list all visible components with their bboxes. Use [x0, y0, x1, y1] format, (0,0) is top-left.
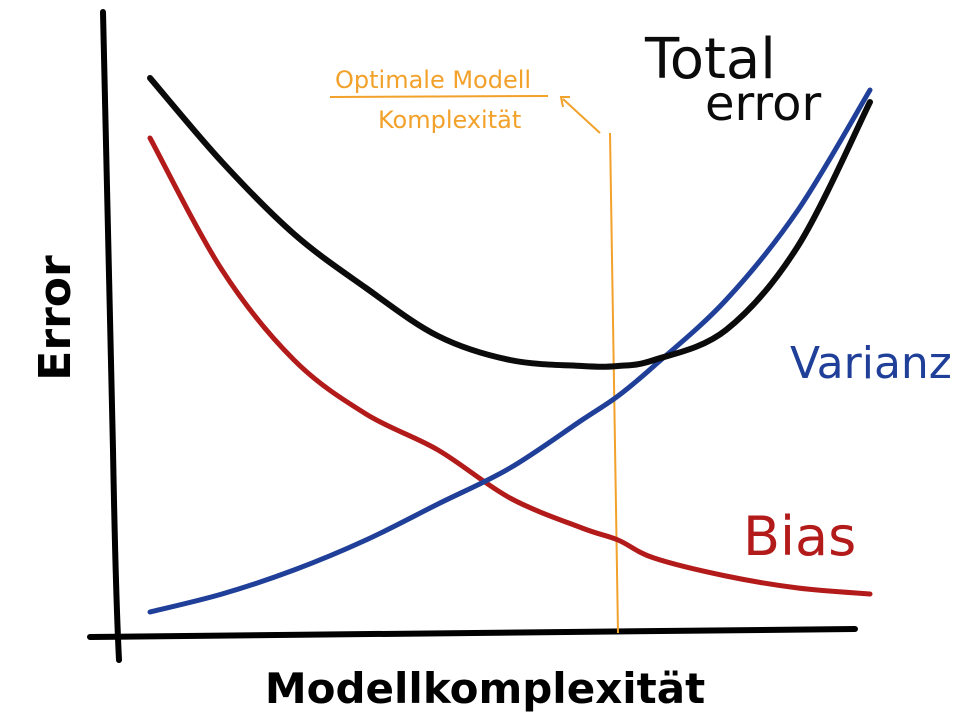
total-error-curve — [147, 75, 873, 370]
total-error-label-line1: Total — [644, 27, 776, 92]
varianz-curve — [147, 87, 873, 615]
varianz-label: Varianz — [790, 338, 952, 389]
y-axis-line — [100, 9, 122, 663]
bias-label: Bias — [743, 505, 856, 568]
x-axis-title: Modellkomplexität — [265, 664, 705, 713]
series-lines — [147, 75, 873, 615]
x-axis-line — [87, 626, 858, 640]
optimal-label-line1: Optimale Modell — [335, 66, 531, 94]
optimal-complexity-line — [609, 132, 619, 634]
axes — [87, 9, 858, 663]
total-error-label-line2: error — [705, 76, 821, 132]
optimal-marker: Optimale Modell Komplexität — [329, 66, 619, 634]
y-axis-title: Error — [30, 255, 81, 381]
optimal-underline — [329, 95, 549, 98]
optimal-pointer-arrowhead — [559, 96, 570, 108]
series-labels: Total error Varianz Bias — [644, 27, 952, 568]
optimal-label-line2: Komplexität — [378, 106, 521, 134]
optimal-pointer-line — [562, 98, 601, 134]
bias-curve — [147, 135, 873, 597]
